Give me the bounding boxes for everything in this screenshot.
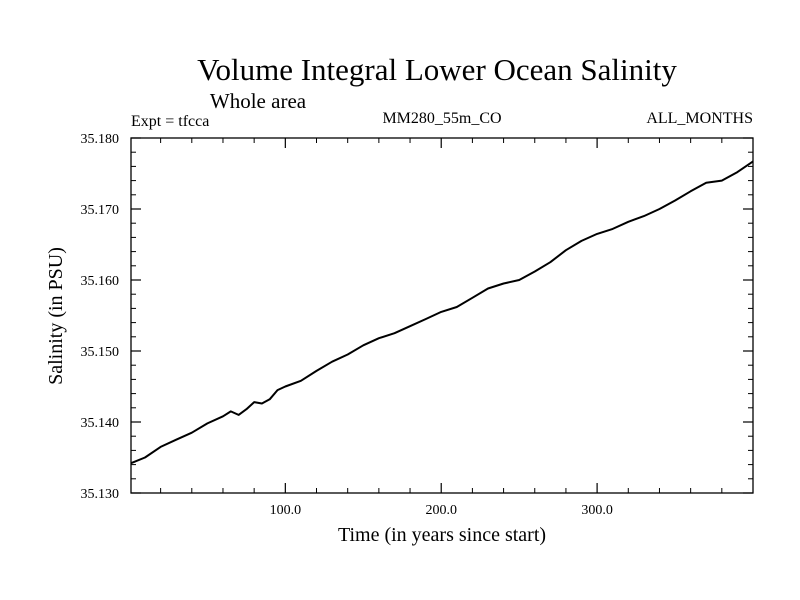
y-axis-label: Salinity (in PSU) <box>45 247 67 385</box>
experiment-label: Expt = tfcca <box>131 113 209 130</box>
chart-subtitle: Whole area <box>210 89 307 113</box>
x-tick-label: 100.0 <box>270 503 302 518</box>
x-tick-labels: 100.0 200.0 300.0 <box>270 503 613 518</box>
period-label: ALL_MONTHS <box>646 110 753 127</box>
salinity-series-line <box>130 160 754 465</box>
plot-frame <box>130 137 754 494</box>
y-tick-label: 35.130 <box>81 487 120 502</box>
x-axis-label: Time (in years since start) <box>338 524 546 546</box>
x-tick-label: 300.0 <box>581 503 613 518</box>
x-tick-label: 200.0 <box>425 503 457 518</box>
chart-title: Volume Integral Lower Ocean Salinity <box>197 52 677 87</box>
model-label: MM280_55m_CO <box>382 110 501 127</box>
y-tick-label: 35.170 <box>81 203 120 218</box>
y-tick-label: 35.180 <box>81 132 120 147</box>
y-tick-label: 35.160 <box>81 274 120 289</box>
axis-ticks <box>131 137 753 494</box>
y-tick-labels: 35.130 35.140 35.150 35.160 35.170 35.180 <box>81 132 120 502</box>
y-tick-label: 35.140 <box>81 416 120 431</box>
y-tick-label: 35.150 <box>81 345 120 360</box>
